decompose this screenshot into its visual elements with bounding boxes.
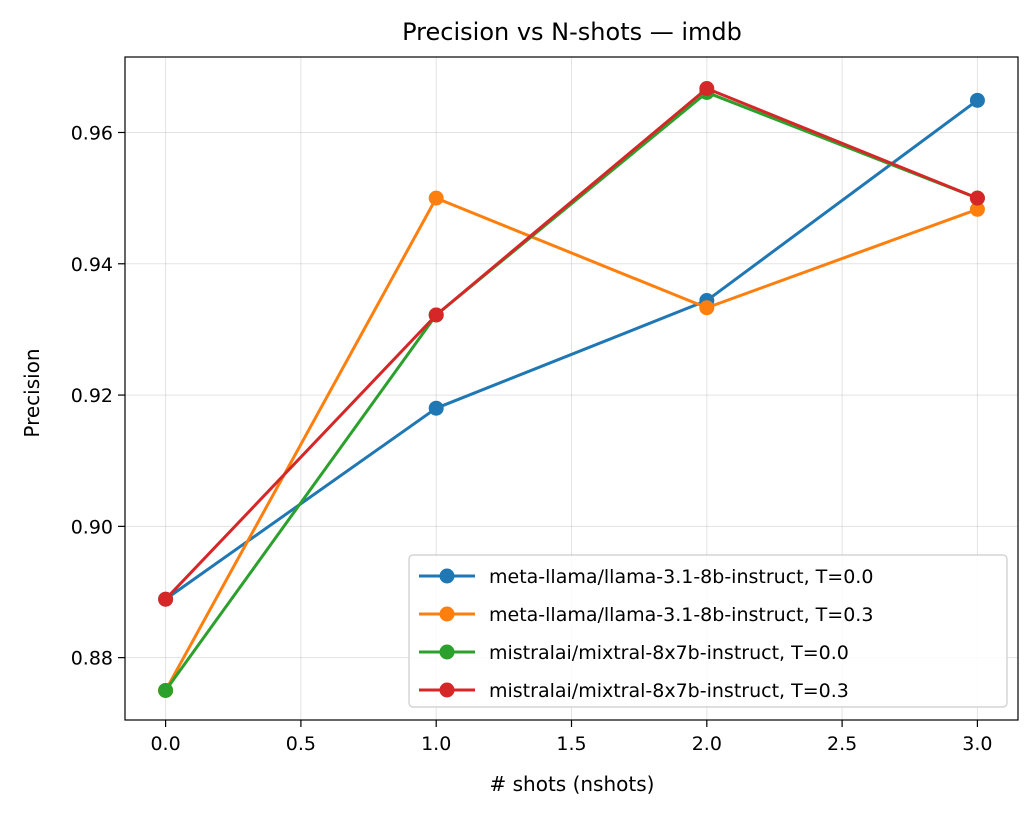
plot-frame	[124, 56, 1019, 721]
series-line	[164, 87, 978, 601]
legend-item: meta-llama/llama-3.1-8b-instruct, T=0.3	[419, 604, 873, 626]
legend-swatch-marker	[439, 568, 455, 584]
data-point	[428, 190, 444, 206]
x-tick-label: 2.5	[827, 733, 857, 755]
x-tick-label: 1.5	[556, 733, 586, 755]
x-axis-title: # shots (nshots)	[490, 772, 655, 796]
legend-label: meta-llama/llama-3.1-8b-instruct, T=0.0	[489, 566, 873, 588]
legend: meta-llama/llama-3.1-8b-instruct, T=0.0 m…	[408, 554, 1008, 708]
x-tick-label: 0.5	[286, 733, 316, 755]
y-tick-label: 0.94	[71, 254, 113, 276]
chart-title: Precision vs N-shots — imdb	[402, 18, 742, 46]
y-axis-title: Precision	[20, 348, 44, 437]
y-tick-label: 0.88	[71, 648, 113, 670]
legend-item: meta-llama/llama-3.1-8b-instruct, T=0.0	[419, 566, 873, 588]
legend-box	[408, 554, 1008, 708]
legend-label: meta-llama/llama-3.1-8b-instruct, T=0.3	[489, 604, 873, 626]
data-point	[969, 92, 985, 108]
legend-label: mistralai/mixtral-8x7b-instruct, T=0.3	[489, 680, 849, 702]
data-point	[699, 81, 715, 97]
grid-lines	[125, 57, 1018, 720]
data-point	[969, 201, 985, 217]
series-group	[158, 81, 985, 698]
data-point	[428, 307, 444, 323]
y-tick-label: 0.96	[71, 122, 113, 144]
y-tick-label: 0.90	[71, 516, 113, 538]
x-axis-ticks: 0.0 0.5 1.0 1.5 2.0 2.5 3.0	[150, 720, 993, 755]
series-4	[158, 81, 985, 607]
data-point	[158, 682, 174, 698]
y-axis-ticks: 0.88 0.90 0.92 0.94 0.96	[71, 122, 125, 670]
legend-swatch-marker	[439, 606, 455, 622]
x-tick-label: 2.0	[692, 733, 722, 755]
data-point	[969, 190, 985, 206]
data-point	[699, 300, 715, 316]
x-tick-label: 1.0	[421, 733, 451, 755]
data-point	[428, 400, 444, 416]
legend-swatch-marker	[439, 682, 455, 698]
series-line	[164, 196, 978, 692]
x-tick-label: 0.0	[150, 733, 180, 755]
legend-label: mistralai/mixtral-8x7b-instruct, T=0.0	[489, 642, 849, 664]
y-tick-label: 0.92	[71, 385, 113, 407]
legend-swatch-marker	[439, 644, 455, 660]
data-point	[158, 591, 174, 607]
legend-item: mistralai/mixtral-8x7b-instruct, T=0.3	[419, 680, 849, 702]
legend-item: mistralai/mixtral-8x7b-instruct, T=0.0	[419, 642, 849, 664]
series-line	[164, 90, 978, 692]
x-tick-label: 3.0	[962, 733, 992, 755]
